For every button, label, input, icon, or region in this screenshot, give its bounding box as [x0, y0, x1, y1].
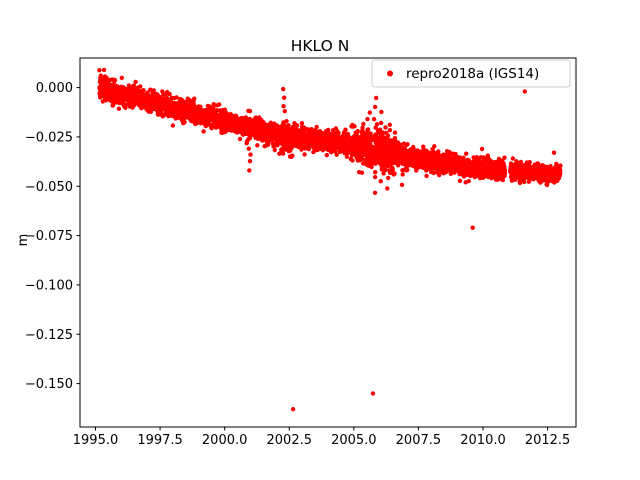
- x-tick-label: 2010.0: [460, 433, 506, 448]
- outlier-points: [290, 89, 557, 412]
- legend-label: repro2018a (IGS14): [406, 66, 539, 82]
- x-tick-label: 2005.0: [331, 433, 377, 448]
- y-tick-label: −0.025: [25, 130, 73, 145]
- x-tick-label: 2002.5: [267, 433, 313, 448]
- y-tick-label: −0.075: [25, 229, 73, 244]
- x-tick-label: 1997.5: [137, 433, 183, 448]
- axes-frame: [79, 57, 577, 428]
- legend-marker-icon: [387, 70, 393, 77]
- legend-box: [371, 59, 571, 88]
- y-tick-label: −0.050: [25, 180, 73, 195]
- x-tick-label: 2000.0: [202, 433, 248, 448]
- y-tick-label: −0.125: [25, 328, 73, 343]
- y-tick-label: −0.150: [25, 377, 73, 392]
- y-axis-label: m: [16, 233, 31, 247]
- y-tick-label: 0.000: [36, 81, 73, 96]
- x-tick-label: 1995.0: [73, 433, 119, 448]
- plot-title: HKLO N: [290, 37, 350, 55]
- y-tick-label: −0.100: [25, 278, 73, 293]
- scatter-series: [97, 67, 563, 195]
- x-tick-label: 2007.5: [396, 433, 442, 448]
- x-tick-label: 2012.5: [525, 433, 571, 448]
